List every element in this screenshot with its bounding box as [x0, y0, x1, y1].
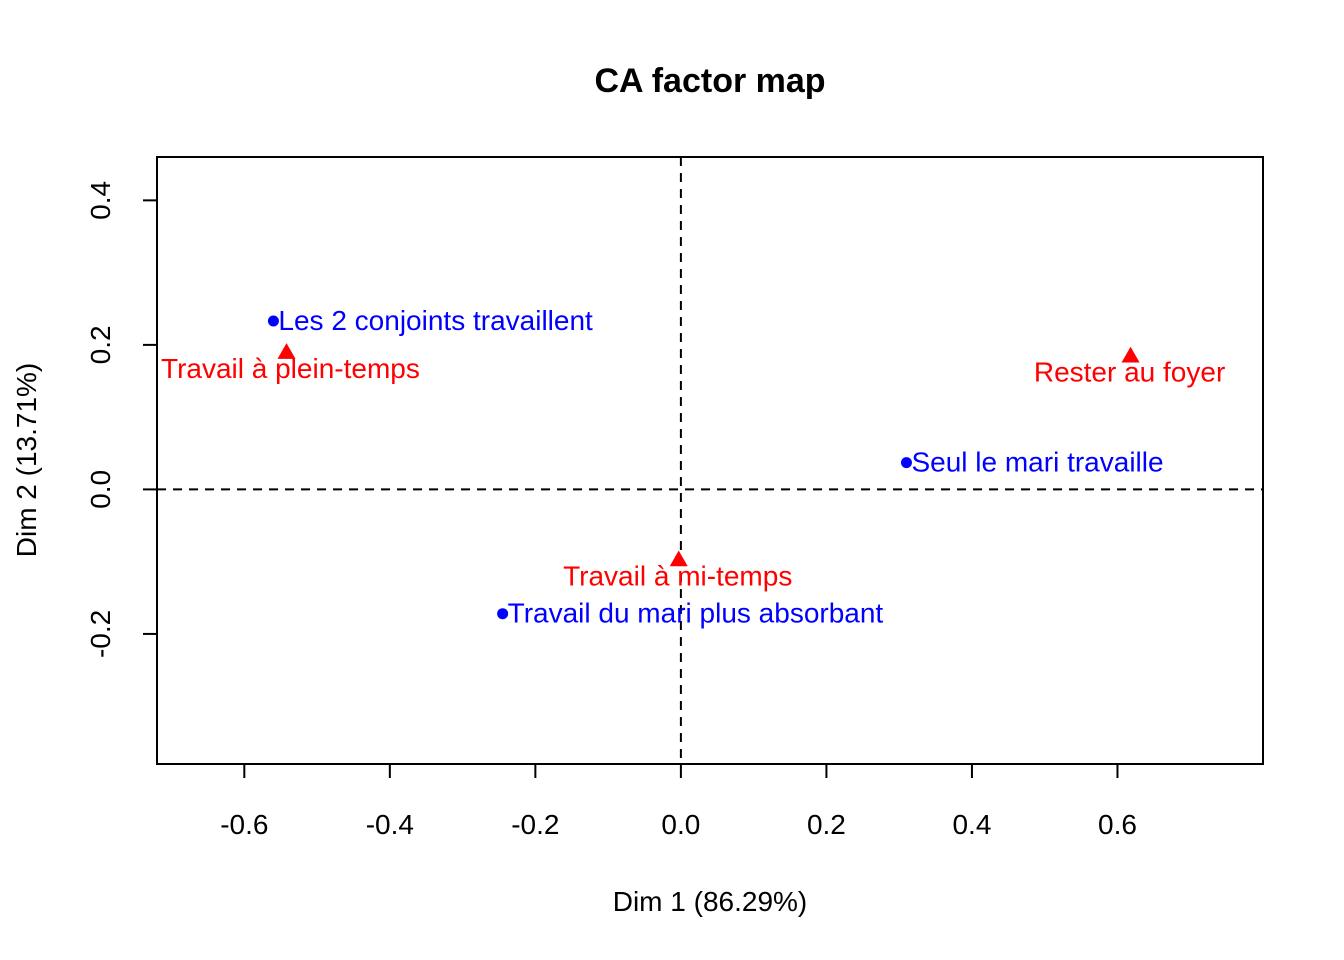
y-axis: -0.2 0.0 0.2 0.4: [85, 181, 157, 658]
x-axis-label: Dim 1 (86.29%): [613, 886, 808, 917]
plot-frame: [156, 156, 1264, 765]
x-tick-label: 0.2: [807, 809, 846, 840]
point-label: Les 2 conjoints travaillent: [278, 305, 593, 336]
y-tick-label: 0.4: [85, 181, 116, 220]
point-label: Travail à mi-temps: [563, 560, 792, 591]
point-label: Rester au foyer: [1034, 357, 1225, 388]
reference-lines: [157, 157, 1263, 764]
x-axis: -0.6 -0.4 -0.2 0.0 0.2 0.4 0.6: [220, 764, 1137, 840]
point-label: Travail du mari plus absorbant: [508, 598, 884, 629]
y-tick-label: 0.2: [85, 325, 116, 364]
data-points: Les 2 conjoints travaillent Seul le mari …: [161, 305, 1225, 629]
x-tick-label: -0.4: [366, 809, 414, 840]
y-tick-label: 0.0: [85, 470, 116, 509]
y-axis-label: Dim 2 (13.71%): [11, 363, 42, 558]
y-tick-label: -0.2: [85, 610, 116, 658]
point-marker-triangle: [669, 550, 688, 567]
point-marker-circle: [900, 457, 912, 469]
point-marker-circle: [267, 315, 279, 327]
point-label: Travail à plein-temps: [161, 353, 420, 384]
chart-title: CA factor map: [594, 62, 825, 100]
point-label: Seul le mari travaille: [911, 447, 1163, 478]
point-marker-triangle: [1121, 346, 1140, 363]
point-marker-triangle: [277, 343, 296, 359]
x-tick-label: 0.4: [952, 809, 991, 840]
x-tick-label: 0.6: [1098, 809, 1137, 840]
x-tick-label: -0.6: [220, 809, 268, 840]
x-tick-label: 0.0: [661, 809, 700, 840]
x-tick-label: -0.2: [511, 809, 559, 840]
point-marker-circle: [497, 608, 509, 620]
